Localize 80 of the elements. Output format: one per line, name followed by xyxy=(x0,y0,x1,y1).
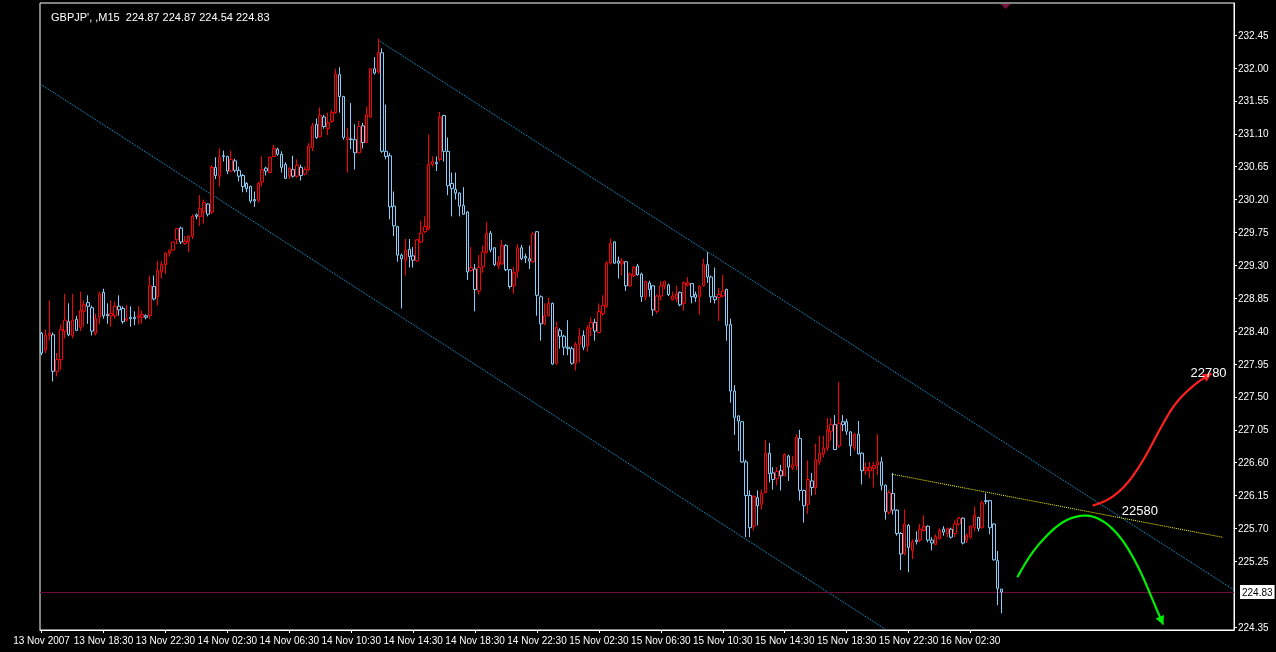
candlestick xyxy=(125,304,128,323)
y-tick-label: 231.10 xyxy=(1238,128,1270,140)
candlestick xyxy=(675,285,678,303)
candlestick xyxy=(942,525,945,537)
candlestick xyxy=(164,251,167,275)
candlestick xyxy=(318,107,322,138)
y-tick-label: 227.05 xyxy=(1238,424,1270,436)
candlestick xyxy=(268,155,272,174)
x-tick-label: 14 Nov 10:30 xyxy=(321,634,382,646)
candlestick xyxy=(202,199,206,225)
candlestick xyxy=(79,291,82,332)
candlestick xyxy=(129,305,132,328)
y-tick-label: 227.50 xyxy=(1238,391,1270,403)
x-tick-label: 13 Nov 18:30 xyxy=(73,634,134,646)
text: GBPJP', ,M15 224.87 224.87 224.54 224.83 xyxy=(51,10,270,23)
y-tick-label: 229.75 xyxy=(1238,226,1270,238)
candlestick xyxy=(946,527,949,538)
y-tick-label: 224.35 xyxy=(1238,621,1270,633)
candlestick xyxy=(198,194,202,227)
candlestick xyxy=(764,439,767,494)
candlestick xyxy=(427,134,430,231)
y-tick-label: 226.60 xyxy=(1238,457,1270,469)
candlestick xyxy=(837,381,841,449)
candlestick xyxy=(682,280,686,312)
candlestick xyxy=(651,284,655,317)
y-tick-label: 231.55 xyxy=(1238,95,1270,107)
x-tick-label: 15 Nov 22:30 xyxy=(878,634,939,646)
candlestick xyxy=(229,150,233,174)
candlestick xyxy=(218,147,221,187)
candlestick xyxy=(140,310,144,325)
x-tick-label: 14 Nov 02:30 xyxy=(197,634,258,646)
candlestick xyxy=(961,516,965,545)
x-tick-label: 14 Nov 22:30 xyxy=(507,634,568,646)
candlestick xyxy=(953,519,957,538)
x-tick-label: 15 Nov 10:30 xyxy=(693,634,753,646)
y-tick-label: 229.30 xyxy=(1238,259,1270,271)
x-tick-label: 15 Nov 18:30 xyxy=(816,634,877,646)
x-tick-label: 13 Nov 2007 xyxy=(13,634,71,646)
y-tick-label: 228.40 xyxy=(1238,325,1270,337)
y-tick-label: 232.45 xyxy=(1238,29,1270,41)
x-tick-label: 15 Nov 14:30 xyxy=(754,634,815,646)
ref-line-label: 224.83 xyxy=(1242,586,1274,598)
candlestick xyxy=(156,260,159,307)
candlestick xyxy=(226,155,229,175)
y-tick-label: 230.20 xyxy=(1238,194,1270,206)
candlestick xyxy=(137,305,140,326)
y-tick-label: 226.15 xyxy=(1238,490,1270,502)
candlestick xyxy=(326,112,330,136)
y-tick-label: 225.70 xyxy=(1238,522,1270,534)
candlestick xyxy=(179,226,183,245)
y-tick-label: 227.95 xyxy=(1238,358,1270,370)
candlestick xyxy=(667,283,670,297)
x-tick-label: 15 Nov 06:30 xyxy=(631,634,692,646)
candlestick xyxy=(624,260,628,292)
candlestick xyxy=(133,310,136,326)
x-tick-label: 14 Nov 14:30 xyxy=(383,634,444,646)
candlestick xyxy=(272,144,276,158)
y-tick-label: 225.25 xyxy=(1238,555,1270,567)
x-tick-label: 13 Nov 22:30 xyxy=(135,634,196,646)
y-tick-label: 232.00 xyxy=(1238,62,1270,74)
candlestick xyxy=(295,158,299,179)
candlestick xyxy=(787,454,790,482)
candlestick xyxy=(698,284,701,315)
candlestick xyxy=(551,302,554,366)
y-tick-label: 228.85 xyxy=(1238,292,1270,304)
annotation: 22780 xyxy=(1190,365,1227,381)
candlestick xyxy=(291,155,295,179)
x-tick-label: 14 Nov 18:30 xyxy=(445,634,506,646)
candlestick xyxy=(148,275,152,320)
candlestick xyxy=(249,185,252,204)
x-tick-label: 16 Nov 02:30 xyxy=(940,634,1001,646)
x-tick-label: 15 Nov 02:30 xyxy=(569,634,630,646)
x-tick-label: 14 Nov 06:30 xyxy=(259,634,320,646)
candlestick xyxy=(98,291,101,325)
candlestick xyxy=(109,299,113,328)
annotation: 22580 xyxy=(1121,502,1158,518)
y-tick-label: 230.65 xyxy=(1238,161,1270,173)
candlestick xyxy=(71,293,74,339)
candlestick xyxy=(775,466,779,486)
candlestick xyxy=(102,288,105,320)
